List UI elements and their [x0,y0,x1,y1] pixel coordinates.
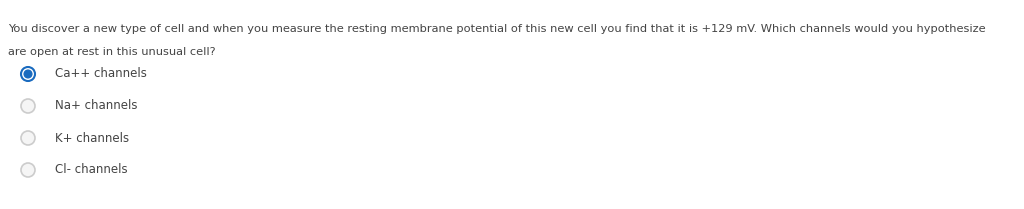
Circle shape [22,131,35,145]
Text: You discover a new type of cell and when you measure the resting membrane potent: You discover a new type of cell and when… [8,24,986,34]
Circle shape [25,70,32,78]
Text: Na+ channels: Na+ channels [55,99,137,112]
Text: K+ channels: K+ channels [55,131,129,144]
Circle shape [22,99,35,113]
Text: are open at rest in this unusual cell?: are open at rest in this unusual cell? [8,47,216,57]
Text: Cl- channels: Cl- channels [55,163,128,176]
Circle shape [22,163,35,177]
Text: Ca++ channels: Ca++ channels [55,68,146,80]
